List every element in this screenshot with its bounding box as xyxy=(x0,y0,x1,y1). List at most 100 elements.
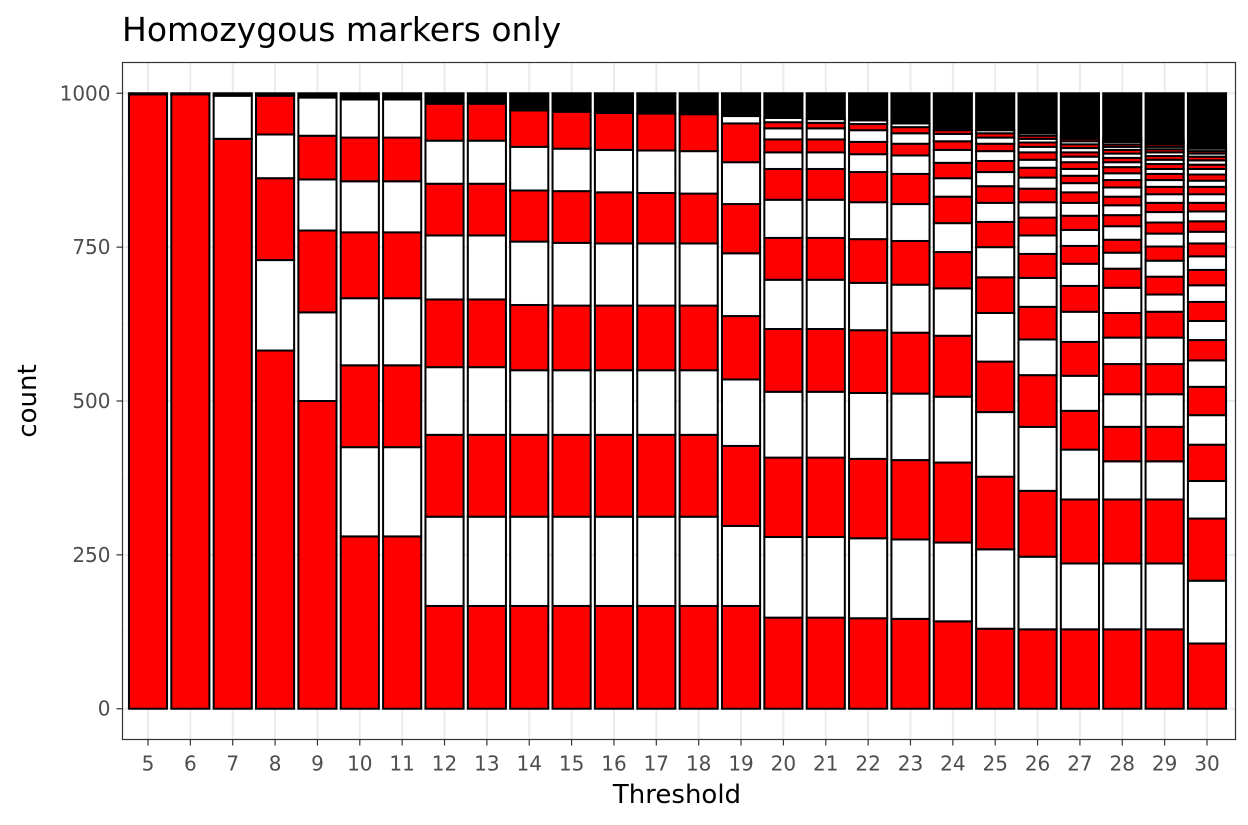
bar-segment xyxy=(1186,210,1228,223)
bar-segment xyxy=(848,391,889,460)
bar-segment xyxy=(1059,448,1100,501)
bar-segment xyxy=(424,102,465,142)
bar-segment xyxy=(805,278,846,330)
x-tick-label: 7 xyxy=(226,752,239,776)
bar-segment xyxy=(848,537,889,620)
bar-segment xyxy=(1017,374,1058,428)
bar-segment xyxy=(720,524,762,607)
bar-segment xyxy=(890,154,931,175)
bar-segment xyxy=(678,604,719,710)
bar-segment xyxy=(1017,158,1058,169)
bar-segment xyxy=(1017,176,1058,190)
bar-segment xyxy=(424,515,465,607)
bar-segment xyxy=(339,180,380,234)
bar-segment xyxy=(339,446,380,538)
bar-segment xyxy=(1059,374,1100,412)
bar-segment xyxy=(382,92,423,101)
bars-layer xyxy=(127,92,1228,710)
bar-segment xyxy=(593,92,635,114)
bar-segment xyxy=(1059,262,1100,287)
bar-segment xyxy=(1059,167,1100,177)
bar-segment xyxy=(466,234,507,301)
bar-segment xyxy=(1144,221,1185,235)
bar-segment xyxy=(1186,642,1228,710)
bar-segment xyxy=(636,242,677,307)
bar-segment xyxy=(255,94,296,136)
x-tick-label: 6 xyxy=(184,752,197,776)
bar-30 xyxy=(1186,92,1228,710)
bar-segment xyxy=(1017,216,1058,237)
bar-segment xyxy=(848,129,889,143)
bar-segment xyxy=(932,132,973,143)
bar-segment xyxy=(890,142,931,157)
bar-segment xyxy=(424,298,465,369)
bar-segment xyxy=(339,92,380,101)
bar-segment xyxy=(678,515,719,607)
y-tick-label: 250 xyxy=(72,543,110,567)
bar-segment xyxy=(297,178,338,232)
bar-segment xyxy=(466,92,507,105)
bar-segment xyxy=(763,127,804,141)
bar-29 xyxy=(1144,92,1185,710)
bar-segment xyxy=(932,177,973,198)
bar-8 xyxy=(255,92,296,710)
bar-segment xyxy=(805,167,846,201)
bar-segment xyxy=(1186,300,1228,322)
bar-segment xyxy=(255,177,296,262)
bar-segment xyxy=(127,93,169,710)
bar-segment xyxy=(1102,251,1143,270)
bar-segment xyxy=(1102,311,1143,339)
bar-segment xyxy=(1186,414,1228,446)
bar-segment xyxy=(1017,276,1058,308)
bar-segment xyxy=(593,604,635,710)
bar-segment xyxy=(720,203,762,255)
bar-segment xyxy=(636,191,677,245)
bar-segment xyxy=(1102,363,1143,396)
x-axis: 5 6 7 8 9 10 11 12 13 14 15 16 17 18 19 20 21 22 23 24 25 26 2… xyxy=(142,739,1220,776)
bar-segment xyxy=(297,96,338,137)
bar-segment xyxy=(255,349,296,710)
bar-segment xyxy=(551,241,592,307)
bar-segment xyxy=(1059,201,1100,217)
bar-segment xyxy=(1144,562,1185,631)
bar-13 xyxy=(466,92,507,710)
y-tick-label: 1000 xyxy=(60,81,111,105)
bar-segment xyxy=(805,327,846,393)
bar-segment xyxy=(1144,185,1185,196)
bar-segment xyxy=(932,222,973,254)
bar-segment xyxy=(763,616,804,710)
bar-segment xyxy=(1059,409,1100,451)
bar-12 xyxy=(424,92,465,710)
bar-segment xyxy=(466,182,507,237)
bar-segment xyxy=(848,92,889,122)
bar-segment xyxy=(509,369,550,436)
bar-segment xyxy=(805,138,846,154)
bar-segment xyxy=(636,304,677,372)
bar-segment xyxy=(890,92,931,125)
x-tick-label: 21 xyxy=(813,752,838,776)
bar-segment xyxy=(1186,185,1228,196)
bar-segment xyxy=(975,142,1016,153)
bar-segment xyxy=(1144,363,1185,396)
bar-segment xyxy=(1102,562,1143,631)
bar-segment xyxy=(1186,201,1228,213)
bar-segment xyxy=(1186,92,1228,146)
bar-segment xyxy=(1144,211,1185,224)
bar-19 xyxy=(720,92,762,710)
bar-segment xyxy=(1017,628,1058,710)
bar-17 xyxy=(636,92,677,710)
bar-segment xyxy=(1144,393,1185,428)
bar-segment xyxy=(805,456,846,539)
bar-segment xyxy=(720,92,762,118)
bar-segment xyxy=(1186,480,1228,520)
bar-22 xyxy=(848,92,889,710)
bar-segment xyxy=(255,259,296,352)
bar-segment xyxy=(509,604,550,710)
bar-segment xyxy=(1059,498,1100,565)
x-axis-title: Threshold xyxy=(612,780,741,810)
bar-segment xyxy=(890,538,931,620)
bar-segment xyxy=(1059,92,1100,137)
bar-segment xyxy=(1102,214,1143,228)
bar-segment xyxy=(848,329,889,394)
bar-segment xyxy=(678,92,719,116)
